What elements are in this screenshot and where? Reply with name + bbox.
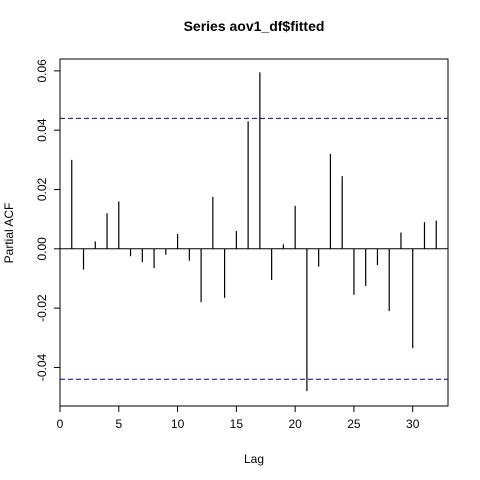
x-axis: 0 5 10 15 20 25 30 bbox=[57, 406, 420, 431]
plot-frame bbox=[59, 58, 449, 407]
y-tick-label: 0.04 bbox=[35, 118, 49, 142]
y-tick-label: 0.06 bbox=[35, 59, 49, 83]
chart-title: Series aov1_df$fitted bbox=[184, 18, 325, 34]
pacf-bars bbox=[71, 72, 437, 392]
x-tick-label: 0 bbox=[57, 417, 64, 431]
x-tick-label: 15 bbox=[230, 417, 244, 431]
x-tick-label: 20 bbox=[288, 417, 302, 431]
y-tick-label: 0.02 bbox=[35, 177, 49, 201]
confidence-bounds bbox=[60, 117, 448, 380]
y-tick-label: 0.00 bbox=[35, 237, 49, 261]
x-tick-label: 5 bbox=[115, 417, 122, 431]
x-tick-label: 25 bbox=[347, 417, 361, 431]
plot-area bbox=[59, 58, 449, 407]
y-tick-label: -0.02 bbox=[35, 294, 49, 322]
x-axis-label: Lag bbox=[244, 452, 264, 466]
y-axis-label: Partial ACF bbox=[2, 203, 16, 264]
y-tick-label: -0.04 bbox=[35, 353, 49, 381]
y-axis: -0.04 -0.02 0.00 0.02 0.04 0.06 bbox=[35, 59, 60, 381]
x-tick-label: 30 bbox=[406, 417, 420, 431]
x-tick-label: 10 bbox=[171, 417, 185, 431]
